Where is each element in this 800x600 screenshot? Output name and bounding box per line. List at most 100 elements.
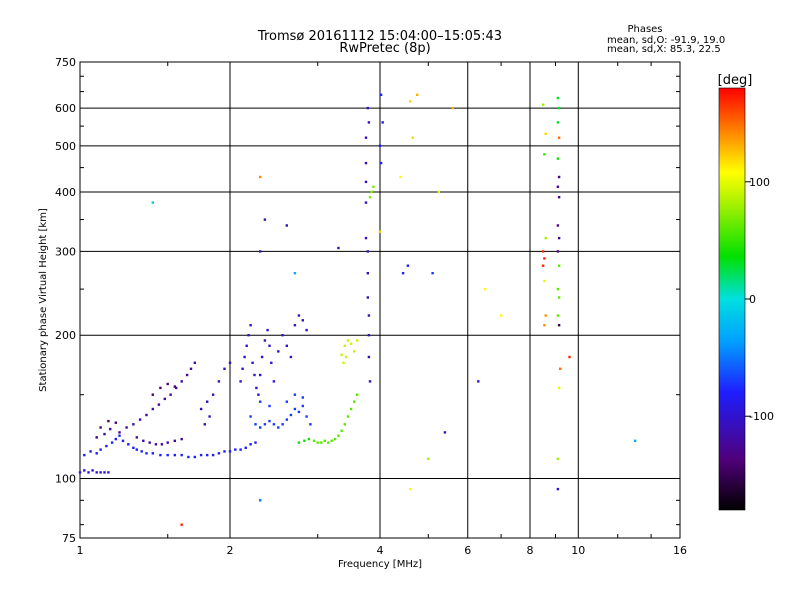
data-point <box>266 328 269 332</box>
data-point <box>285 418 288 421</box>
data-point <box>285 224 288 227</box>
data-points <box>78 93 637 526</box>
data-point <box>297 410 301 414</box>
data-point <box>289 355 293 359</box>
data-point <box>281 423 284 426</box>
data-point <box>312 439 316 442</box>
data-point <box>381 121 384 124</box>
data-point <box>557 324 561 327</box>
y-tick-label: 300 <box>55 245 76 258</box>
data-point <box>568 355 571 359</box>
data-point <box>206 400 209 403</box>
data-point <box>557 106 561 110</box>
data-point <box>151 452 154 455</box>
data-point <box>138 418 142 421</box>
data-point <box>241 367 244 370</box>
data-point <box>239 448 242 451</box>
x-tick-label: 4 <box>377 544 384 557</box>
data-point <box>169 393 172 396</box>
data-point <box>166 441 169 444</box>
y-axis-ticks: 75 100 200 300 400 500 600 750 <box>55 56 76 545</box>
data-point <box>340 353 343 356</box>
data-point <box>343 344 346 347</box>
data-point <box>541 264 545 267</box>
data-point <box>289 413 293 417</box>
data-point <box>293 393 297 396</box>
data-point <box>356 339 359 342</box>
data-point <box>185 373 189 377</box>
data-point <box>127 443 130 446</box>
data-point <box>135 436 138 439</box>
data-point <box>543 153 546 156</box>
data-point <box>356 393 359 396</box>
data-point <box>379 161 383 165</box>
data-point <box>499 314 503 317</box>
x-axis-ticks: 1 2 4 6 8 10 16 <box>77 544 688 557</box>
data-point <box>556 121 560 124</box>
data-point <box>259 400 262 403</box>
data-point <box>251 361 254 364</box>
data-point <box>114 437 117 441</box>
data-point <box>173 453 176 457</box>
data-point <box>234 448 237 451</box>
data-point <box>285 344 288 347</box>
data-point <box>180 453 183 457</box>
data-point <box>159 453 162 457</box>
phase-stats-heading: Phases <box>627 24 662 35</box>
data-point <box>366 106 369 110</box>
data-point <box>556 487 560 491</box>
data-point <box>249 443 252 446</box>
data-point <box>95 471 98 474</box>
data-point <box>541 103 545 106</box>
data-point <box>427 457 430 460</box>
data-point <box>148 441 151 444</box>
data-point <box>121 439 125 442</box>
data-point <box>99 426 102 429</box>
data-point <box>257 393 260 396</box>
data-point <box>142 439 145 442</box>
data-point <box>217 452 221 455</box>
data-point <box>103 471 106 474</box>
data-point <box>364 201 368 204</box>
data-point <box>277 426 280 429</box>
data-point <box>343 423 346 426</box>
data-point <box>544 236 547 240</box>
phase-stats-x: mean, sd,X: 85.3, 22.5 <box>607 44 721 55</box>
data-point <box>180 523 183 526</box>
grid <box>80 62 680 538</box>
data-point <box>270 361 273 364</box>
data-point <box>367 334 371 337</box>
chart-title: Tromsø 20161112 15:04:00–15:05:43 <box>257 29 502 44</box>
data-point <box>364 161 368 165</box>
data-point <box>556 250 560 253</box>
data-point <box>223 367 226 370</box>
data-point <box>346 339 350 342</box>
data-point <box>353 350 356 353</box>
data-point <box>95 452 98 455</box>
x-tick-label: 2 <box>227 544 234 557</box>
data-point <box>342 361 345 364</box>
data-point <box>145 413 148 417</box>
data-point <box>556 96 560 100</box>
data-point <box>140 450 143 453</box>
data-point <box>263 423 267 426</box>
data-point <box>557 136 561 139</box>
data-point <box>249 324 252 327</box>
x-tick-label: 10 <box>571 544 585 557</box>
data-point <box>366 250 369 253</box>
data-point <box>245 344 248 347</box>
data-point <box>344 355 348 359</box>
data-point <box>199 407 203 411</box>
data-point <box>151 407 154 411</box>
x-tick-label: 1 <box>77 544 84 557</box>
data-point <box>268 344 271 347</box>
data-point <box>175 386 178 390</box>
data-point <box>99 448 102 451</box>
data-point <box>557 386 561 390</box>
data-point <box>367 121 371 124</box>
data-point <box>154 443 158 446</box>
data-point <box>187 455 190 459</box>
data-point <box>160 443 164 446</box>
data-point <box>316 441 319 444</box>
